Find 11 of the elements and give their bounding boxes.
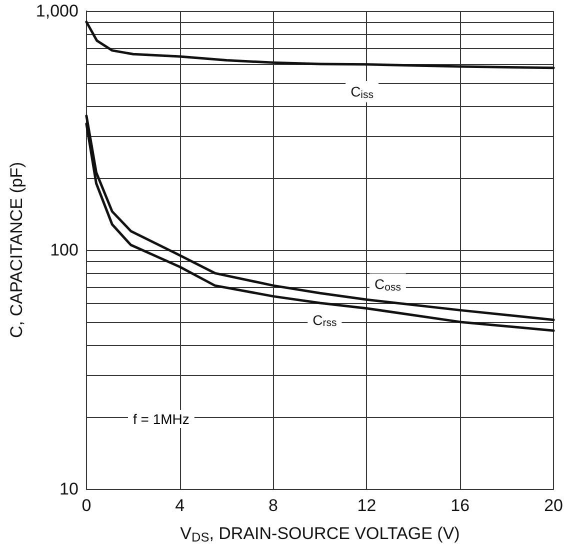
annotation: f = 1MHz bbox=[133, 411, 190, 427]
x-tick-label: 0 bbox=[82, 496, 92, 515]
x-tick-label: 16 bbox=[450, 496, 470, 515]
y-tick-label: 100 bbox=[50, 240, 78, 260]
x-tick-label: 12 bbox=[357, 496, 376, 515]
x-tick-label: 20 bbox=[544, 496, 564, 515]
y-tick-label: 10 bbox=[60, 480, 78, 498]
y-axis-title: C, CAPACITANCE (pF) bbox=[7, 162, 26, 338]
x-tick-label: 4 bbox=[175, 496, 185, 515]
y-tick-label: 1,000 bbox=[36, 2, 78, 20]
x-tick-label: 8 bbox=[268, 496, 278, 515]
